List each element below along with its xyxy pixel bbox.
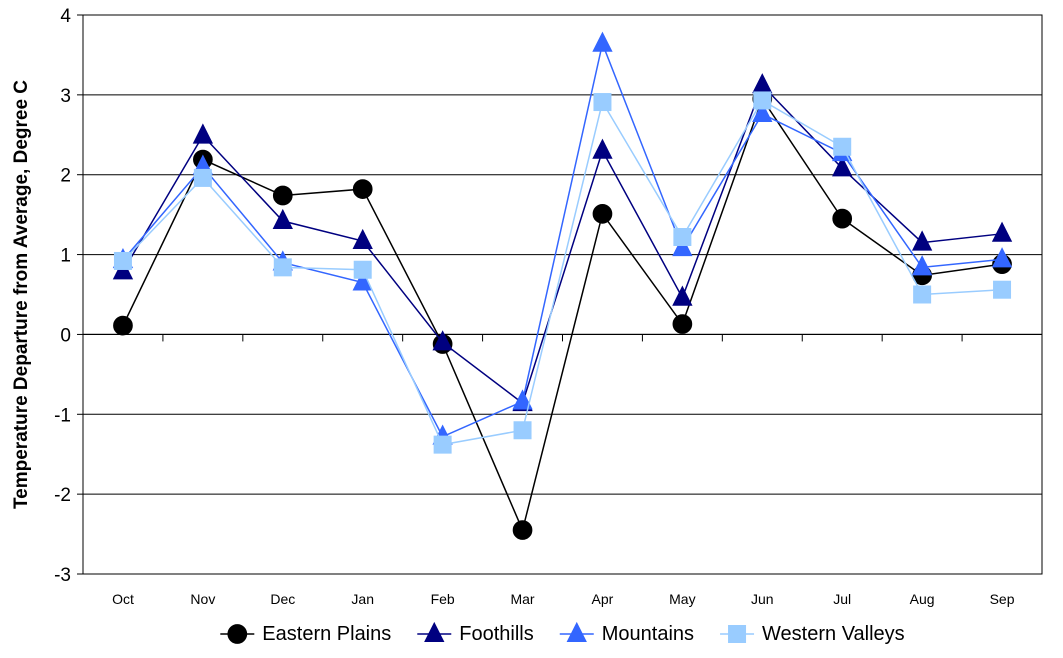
data-point-western-valleys (353, 260, 372, 279)
legend-marker-western-valleys (728, 625, 747, 643)
x-tick-label: Sep (990, 591, 1015, 607)
data-point-western-valleys (993, 280, 1012, 299)
legend-marker-mountains (566, 621, 587, 642)
legend-marker-foothills (424, 621, 445, 642)
data-point-foothills (832, 156, 853, 177)
data-point-eastern-plains (113, 315, 133, 336)
data-point-foothills (432, 330, 453, 351)
data-point-foothills (911, 230, 933, 251)
data-point-eastern-plains (672, 314, 693, 334)
x-tick-label: Aug (910, 591, 935, 607)
data-point-eastern-plains (592, 203, 613, 224)
data-point-foothills (592, 138, 613, 159)
x-tick-label: Apr (592, 591, 614, 607)
legend-label-eastern-plains: Eastern Plains (262, 623, 391, 645)
data-point-mountains (592, 31, 613, 52)
data-point-foothills (352, 228, 373, 249)
data-point-western-valleys (433, 435, 452, 454)
series-line-eastern-plains (122, 97, 1003, 533)
data-point-western-valleys (673, 228, 692, 247)
data-point-eastern-plains (512, 520, 533, 540)
series-line-western-valleys (122, 99, 1003, 446)
series-line-foothills (122, 83, 1003, 405)
data-point-mountains (752, 101, 773, 123)
data-point-western-valleys (193, 168, 212, 187)
data-point-eastern-plains (832, 208, 853, 229)
y-axis-title: Temperature Departure from Average, Degr… (11, 80, 32, 509)
y-tick-label: 4 (60, 6, 71, 27)
data-point-eastern-plains (352, 179, 373, 199)
x-tick-label: Jan (351, 591, 374, 607)
data-point-western-valleys (833, 137, 852, 156)
data-point-mountains (911, 255, 933, 276)
x-tick-label: Nov (190, 591, 215, 607)
y-tick-label: -3 (54, 565, 71, 586)
legend-marker-eastern-plains (227, 624, 248, 644)
y-tick-label: -1 (54, 405, 71, 426)
data-point-foothills (991, 221, 1013, 242)
y-tick-label: 2 (60, 166, 71, 187)
legend-label-western-valleys: Western Valleys (762, 623, 905, 645)
legend-label-foothills: Foothills (459, 623, 533, 645)
data-point-western-valleys (513, 421, 532, 440)
data-point-western-valleys (913, 285, 932, 304)
data-point-western-valleys (593, 93, 612, 112)
data-point-foothills (672, 285, 693, 306)
legend-label-mountains: Mountains (602, 623, 694, 645)
y-tick-label: -2 (54, 485, 71, 506)
x-tick-label: Mar (510, 591, 534, 607)
data-point-western-valleys (753, 91, 772, 110)
y-tick-label: 1 (60, 246, 71, 267)
y-tick-label: 3 (60, 86, 71, 107)
plot-area (82, 14, 1043, 575)
data-point-western-valleys (113, 251, 132, 270)
data-point-foothills (192, 123, 214, 144)
y-tick-label: 0 (60, 325, 71, 346)
data-point-mountains (991, 247, 1013, 268)
x-tick-label: Jul (833, 591, 851, 607)
x-tick-label: Jun (751, 591, 774, 607)
x-tick-label: Oct (112, 591, 134, 607)
x-tick-label: Feb (431, 591, 455, 607)
data-point-western-valleys (273, 258, 292, 277)
x-tick-label: May (669, 591, 695, 607)
data-point-mountains (672, 236, 693, 257)
x-tick-label: Dec (270, 591, 295, 607)
data-point-mountains (512, 389, 533, 410)
data-point-eastern-plains (272, 185, 293, 206)
data-point-foothills (272, 208, 293, 230)
